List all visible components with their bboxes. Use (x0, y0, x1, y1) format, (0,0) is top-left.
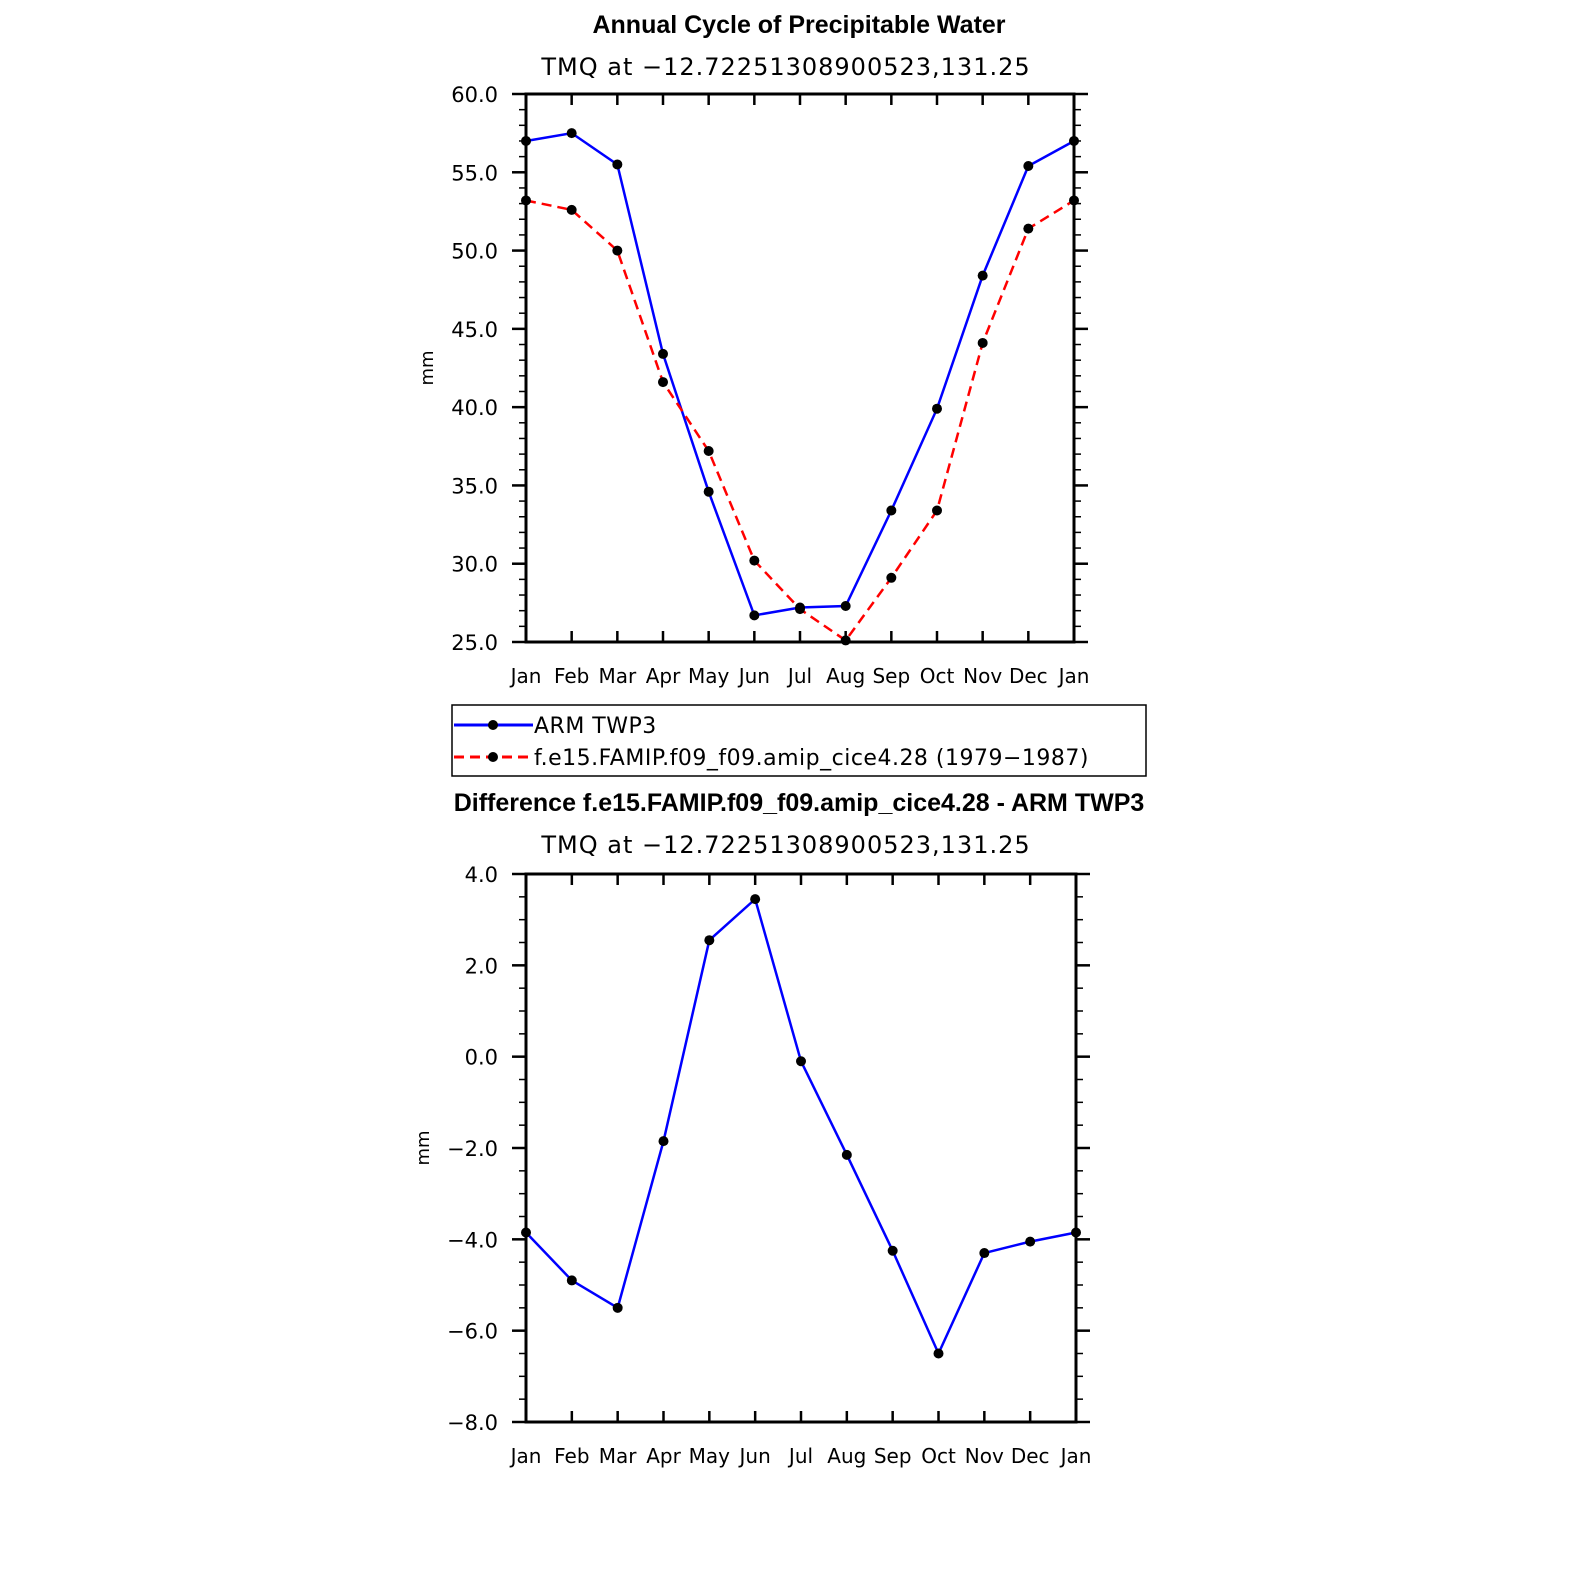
x-tick-label: Aug (826, 664, 865, 688)
data-point (886, 572, 897, 583)
legend-label-model: f.e15.FAMIP.f09_f09.amip_cice4.28 (1979−… (534, 746, 1089, 771)
data-point (658, 377, 668, 388)
data-point (886, 505, 897, 516)
x-tick-label: Apr (646, 1444, 681, 1468)
data-point (1023, 161, 1034, 172)
legend-box (451, 704, 1147, 777)
x-tick-label: Feb (554, 664, 589, 688)
y-tick-label: −2.0 (447, 1137, 498, 1161)
data-point (932, 505, 942, 516)
x-tick-label: Dec (1009, 664, 1048, 688)
legend-marker-model (488, 752, 498, 762)
data-point (703, 486, 714, 497)
data-point (749, 555, 760, 566)
legend: ARM TWP3 f.e15.FAMIP.f09_f09.amip_cice4.… (451, 704, 1147, 777)
data-point (566, 204, 577, 215)
x-tick-label: Jan (509, 1444, 542, 1468)
chart-title: Difference f.e15.FAMIP.f09_f09.amip_cice… (454, 789, 1145, 817)
x-tick-label: Aug (827, 1444, 866, 1468)
data-point (749, 610, 760, 621)
data-point (841, 1149, 852, 1160)
x-tick-label: Jan (1057, 664, 1090, 688)
difference-chart: Difference f.e15.FAMIP.f09_f09.amip_cice… (413, 789, 1144, 1468)
data-point (1023, 223, 1034, 234)
y-axis-label: mm (413, 1130, 434, 1165)
x-tick-label: May (688, 664, 730, 688)
y-tick-label: 30.0 (451, 553, 498, 577)
data-point (658, 348, 668, 359)
x-tick-label: Jan (1059, 1444, 1092, 1468)
y-tick-label: 60.0 (451, 83, 498, 107)
plot-frame (524, 872, 1078, 1424)
data-point (977, 337, 988, 348)
y-tick-label: 45.0 (451, 318, 498, 342)
data-point (979, 1248, 990, 1259)
data-point (933, 1348, 944, 1359)
x-tick-label: Mar (598, 664, 637, 688)
data-point (612, 1302, 623, 1313)
series-line-arm (525, 131, 1075, 617)
data-point (750, 894, 761, 905)
data-point (566, 1275, 577, 1286)
legend-marker-arm (488, 720, 498, 730)
x-tick-label: Nov (965, 1444, 1004, 1468)
chart-subtitle: TMQ at −12.72251308900523,131.25 (540, 53, 1030, 81)
x-tick-label: Jun (737, 664, 770, 688)
data-point (795, 604, 805, 615)
x-tick-label: Jul (787, 1444, 813, 1468)
y-tick-label: 40.0 (451, 396, 498, 420)
data-point (703, 445, 714, 456)
y-tick-label: 0.0 (465, 1046, 498, 1070)
legend-label-arm: ARM TWP3 (534, 714, 657, 739)
y-tick-label: 55.0 (451, 161, 498, 185)
x-tick-label: Jul (786, 664, 812, 688)
x-tick-label: Apr (646, 664, 681, 688)
y-axis-label: mm (417, 350, 438, 385)
x-tick-label: Feb (554, 1444, 589, 1468)
x-tick-label: Sep (874, 1444, 912, 1468)
data-point (796, 1056, 806, 1067)
x-tick-label: Jun (738, 1444, 771, 1468)
data-point (566, 128, 577, 139)
series-line-difference (525, 896, 1077, 1357)
chart-subtitle: TMQ at −12.72251308900523,131.25 (540, 831, 1030, 859)
chart-title: Annual Cycle of Precipitable Water (592, 11, 1005, 39)
x-tick-label: May (689, 1444, 731, 1468)
y-tick-label: −4.0 (447, 1228, 498, 1252)
data-point (977, 270, 988, 281)
y-tick-label: 2.0 (465, 954, 498, 978)
data-point (658, 1136, 669, 1147)
y-tick-label: −8.0 (447, 1411, 498, 1435)
x-tick-label: Nov (963, 664, 1002, 688)
y-tick-label: 35.0 (451, 474, 498, 498)
data-point (612, 245, 623, 256)
y-tick-label: 4.0 (465, 863, 498, 887)
data-point (840, 600, 851, 611)
x-tick-label: Dec (1011, 1444, 1050, 1468)
data-point (1025, 1236, 1036, 1247)
y-tick-label: −6.0 (447, 1320, 498, 1344)
data-point (887, 1245, 898, 1256)
x-tick-label: Oct (920, 664, 955, 688)
y-tick-label: 50.0 (451, 240, 498, 264)
data-point (612, 159, 623, 170)
data-point (704, 935, 715, 946)
x-tick-label: Jan (509, 664, 542, 688)
x-tick-label: Oct (921, 1444, 956, 1468)
y-tick-label: 25.0 (451, 631, 498, 655)
x-tick-label: Sep (872, 664, 910, 688)
annual-cycle-chart: Annual Cycle of Precipitable Water TMQ a… (417, 11, 1089, 688)
data-point (932, 403, 942, 414)
plot-frame (524, 92, 1076, 644)
x-tick-label: Mar (599, 1444, 638, 1468)
series-line-model (525, 199, 1075, 643)
